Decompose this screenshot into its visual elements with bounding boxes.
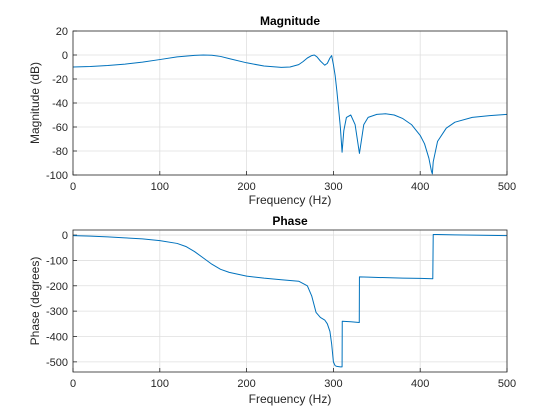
phase-axes: 0 100 200 300 400 500 0 -100 -200 -300 -400 -500 Ph…	[28, 214, 516, 406]
phase-y-tick-label: 0	[62, 230, 68, 242]
magnitude-axes-box	[72, 30, 508, 176]
magnitude-x-tick-label: 200	[237, 181, 255, 193]
phase-y-tick-label: -100	[46, 255, 68, 267]
phase-axes-box	[72, 229, 508, 373]
magnitude-y-tick-label: 20	[56, 26, 68, 38]
phase-x-tick-label: 100	[151, 378, 169, 390]
phase-ticks: 0 100 200 300 400 500 0 -100 -200 -300 -400 -500	[46, 230, 516, 390]
magnitude-x-axis-label: Frequency (Hz)	[249, 193, 332, 207]
phase-x-tick-label: 0	[70, 378, 76, 390]
phase-x-tick-label: 500	[498, 378, 516, 390]
phase-y-tick-label: -400	[46, 332, 68, 344]
magnitude-y-tick-label: -80	[52, 146, 68, 158]
magnitude-title: Magnitude	[260, 14, 320, 28]
phase-x-axis-label: Frequency (Hz)	[249, 392, 332, 406]
magnitude-x-tick-label: 400	[411, 181, 429, 193]
magnitude-series-line	[72, 54, 508, 175]
phase-x-tick-label: 400	[411, 378, 429, 390]
magnitude-y-tick-label: -20	[52, 74, 68, 86]
phase-y-tick-label: -500	[46, 357, 68, 369]
magnitude-x-tick-label: 300	[324, 181, 342, 193]
magnitude-y-tick-label: -40	[52, 98, 68, 110]
magnitude-x-tick-label: 500	[498, 181, 516, 193]
phase-series-line	[72, 234, 508, 368]
magnitude-x-tick-label: 100	[151, 181, 169, 193]
phase-y-tick-label: -200	[46, 281, 68, 293]
phase-y-axis-label: Phase (degrees)	[28, 257, 42, 346]
phase-title: Phase	[272, 214, 308, 228]
magnitude-x-tick-label: 0	[70, 181, 76, 193]
magnitude-y-tick-label: 0	[62, 50, 68, 62]
magnitude-y-tick-label: -100	[46, 170, 68, 182]
phase-x-tick-label: 200	[237, 378, 255, 390]
phase-x-tick-label: 300	[324, 378, 342, 390]
magnitude-y-axis-label: Magnitude (dB)	[28, 62, 42, 144]
phase-plot-area	[73, 230, 507, 372]
phase-y-tick-label: -300	[46, 306, 68, 318]
magnitude-y-tick-label: -60	[52, 122, 68, 134]
